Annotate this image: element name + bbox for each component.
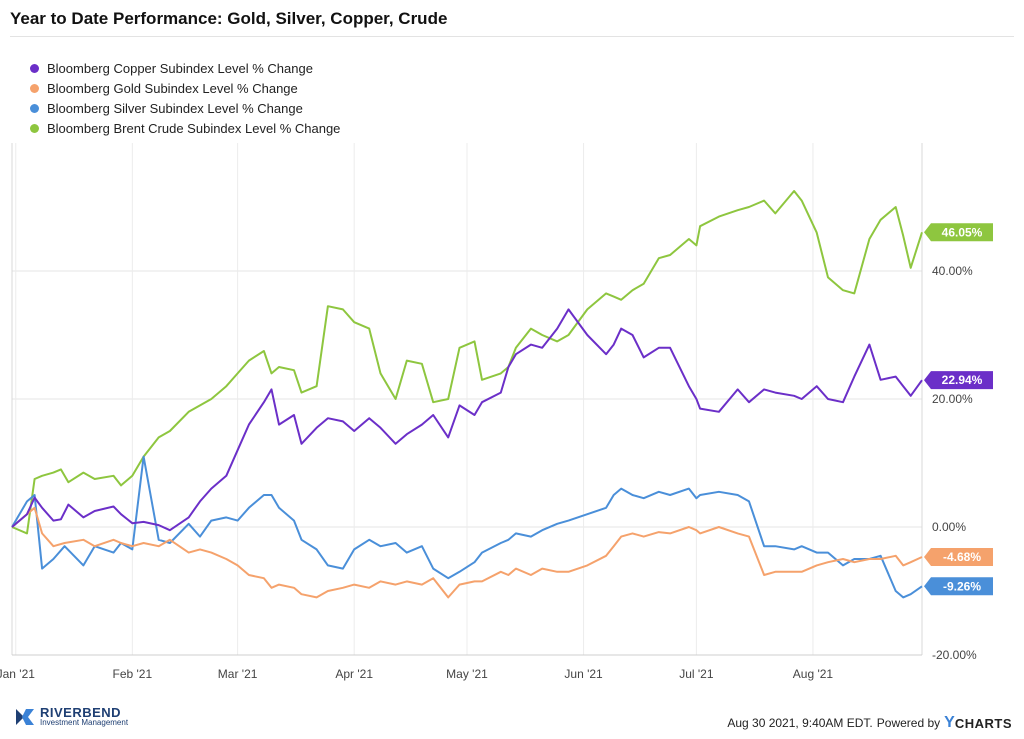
end-label-copper: 22.94% — [942, 373, 983, 387]
riverbend-logo: RIVERBEND Investment Management — [14, 706, 128, 727]
legend-dot-silver — [30, 103, 39, 113]
legend-dot-gold — [30, 83, 39, 93]
y-tick-label-3: -20.00% — [932, 648, 977, 662]
legend-dot-crude — [30, 123, 39, 133]
series-line-silver — [11, 455, 923, 599]
series-line-gold — [11, 506, 923, 599]
x-tick-label-4: May '21 — [446, 667, 488, 681]
end-label-gold: -4.68% — [943, 550, 981, 564]
ycharts-logo-text: CHARTS — [954, 715, 1012, 731]
series-line-crude — [11, 190, 923, 535]
chart-title: Year to Date Performance: Gold, Silver, … — [10, 9, 448, 28]
brand-name: RIVERBEND — [40, 705, 122, 720]
title-divider — [10, 36, 1014, 37]
end-label-crude: 46.05% — [942, 225, 983, 239]
legend-label-crude: Bloomberg Brent Crude Subindex Level % C… — [47, 120, 341, 136]
x-tick-label-0: Jan '21 — [0, 667, 35, 681]
series-line-copper — [11, 308, 923, 532]
end-label-silver: -9.26% — [943, 579, 981, 593]
end-label-flag-copper — [924, 371, 993, 390]
ycharts-logo-y: Y — [944, 714, 955, 731]
x-tick-label-3: Apr '21 — [335, 667, 373, 681]
footer-powered-by: Powered by — [876, 716, 941, 730]
legend-item-silver[interactable]: Bloomberg Silver Subindex Level % Change — [30, 98, 340, 118]
footer-credit: Aug 30 2021, 9:40AM EDT. Powered by Y CH… — [727, 714, 1012, 732]
legend-item-copper[interactable]: Bloomberg Copper Subindex Level % Change — [30, 58, 340, 78]
legend-item-gold[interactable]: Bloomberg Gold Subindex Level % Change — [30, 78, 340, 98]
brand-subtitle: Investment Management — [40, 718, 129, 727]
x-tick-label-7: Aug '21 — [793, 667, 834, 681]
end-label-flag-crude — [924, 223, 993, 242]
end-label-flag-gold — [924, 547, 993, 566]
chart-legend: Bloomberg Copper Subindex Level % Change… — [30, 58, 340, 138]
legend-dot-copper — [30, 63, 39, 73]
legend-item-crude[interactable]: Bloomberg Brent Crude Subindex Level % C… — [30, 118, 340, 138]
y-tick-label-0: 40.00% — [932, 264, 973, 278]
legend-label-silver: Bloomberg Silver Subindex Level % Change — [47, 100, 303, 116]
y-tick-label-2: 0.00% — [932, 520, 966, 534]
riverbend-logo-mark — [16, 708, 34, 725]
x-tick-label-5: Jun '21 — [564, 667, 603, 681]
x-tick-label-2: Mar '21 — [218, 667, 258, 681]
end-label-flag-silver — [924, 577, 993, 596]
y-tick-label-1: 20.00% — [932, 392, 973, 406]
x-tick-label-1: Feb '21 — [113, 667, 153, 681]
footer-timestamp: Aug 30 2021, 9:40AM EDT. — [727, 716, 873, 730]
legend-label-copper: Bloomberg Copper Subindex Level % Change — [47, 60, 313, 76]
x-tick-label-6: Jul '21 — [679, 667, 714, 681]
legend-label-gold: Bloomberg Gold Subindex Level % Change — [47, 80, 298, 96]
